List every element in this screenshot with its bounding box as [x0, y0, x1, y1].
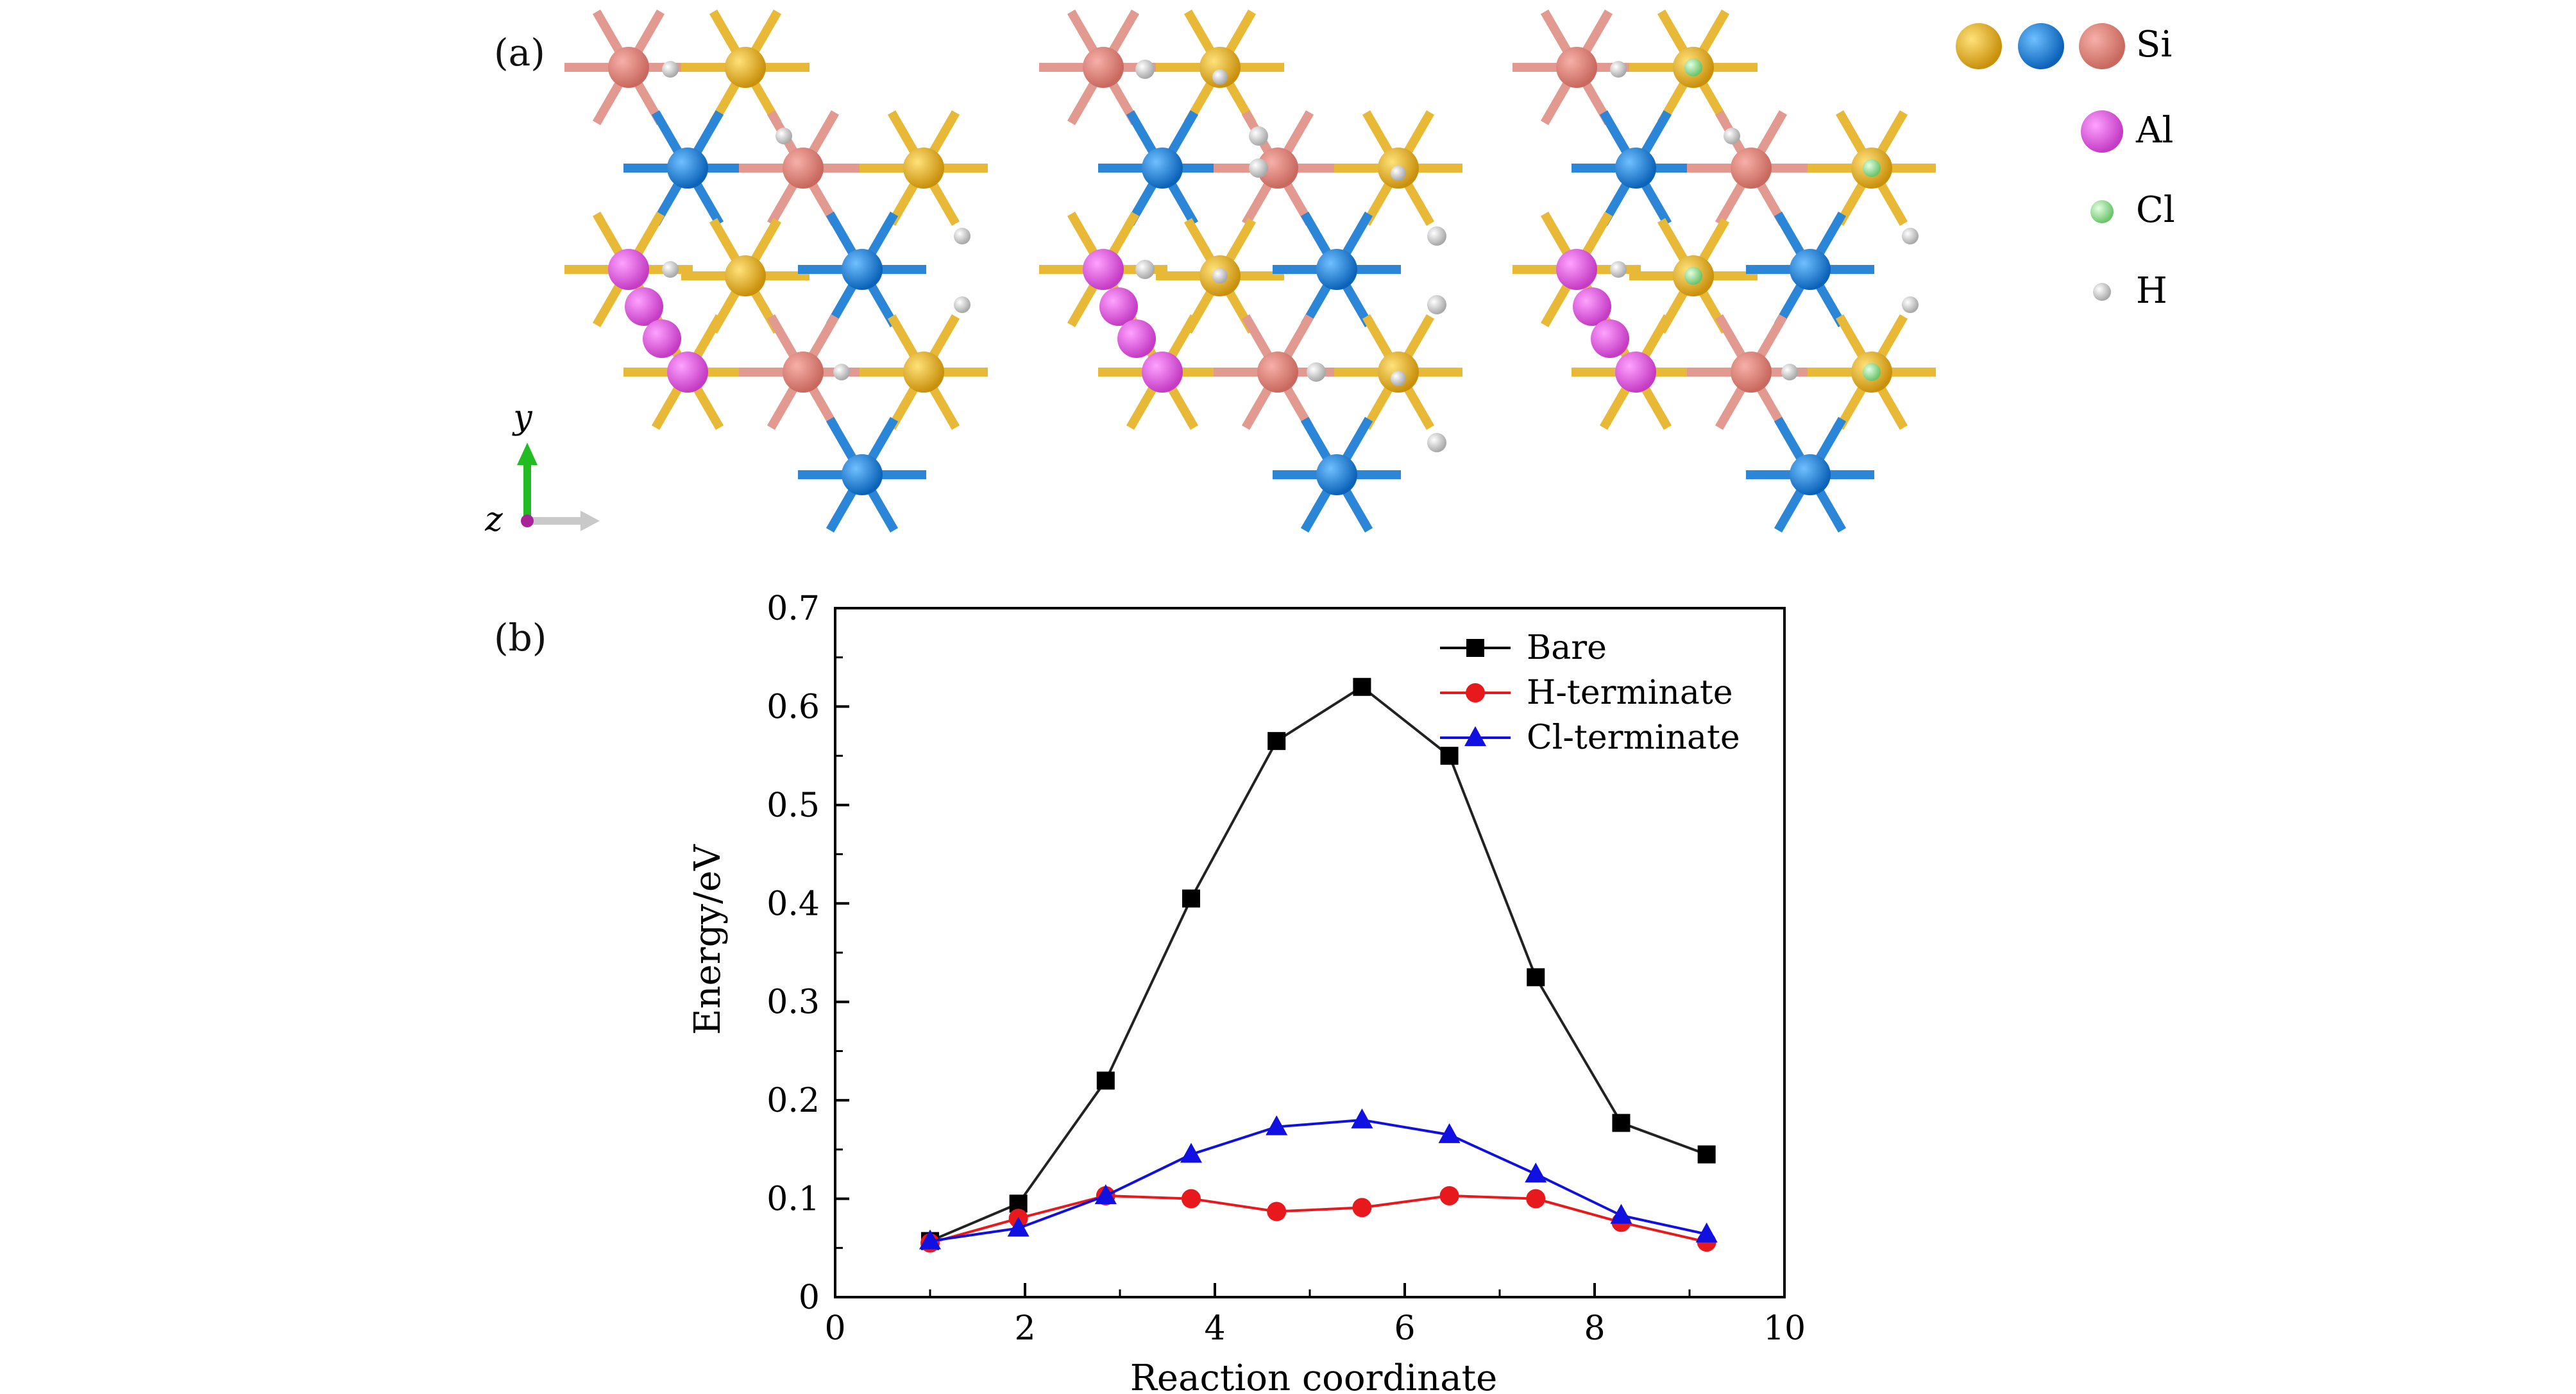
x-tick-label: 0 — [824, 1309, 845, 1348]
legend-entry-label: Cl-terminate — [1527, 718, 1740, 757]
cl-atom-icon — [2090, 200, 2114, 223]
data-point — [1526, 1189, 1546, 1209]
series-line — [929, 1118, 1707, 1243]
series-triangle — [919, 1108, 1718, 1250]
z-axis-indicator-label: z — [484, 500, 503, 539]
data-point — [1440, 747, 1459, 765]
series-line — [929, 685, 1707, 1243]
y-axis-label: Energy/eV — [687, 844, 729, 1035]
data-point — [919, 1229, 941, 1250]
y-tick-label: 0.1 — [767, 1180, 820, 1219]
data-point — [1612, 1114, 1631, 1132]
structure-snapshots — [564, 9, 1936, 533]
data-point — [1007, 1216, 1030, 1237]
y-axis-ticks: 0 0.1 0.2 0.3 0.4 0.5 0.6 0.7 — [767, 590, 849, 1317]
legend-al-label: Al — [2135, 110, 2173, 151]
data-point — [1525, 1162, 1547, 1183]
structure-snapshot — [564, 9, 988, 533]
data-point — [1094, 1184, 1117, 1204]
axes-indicator: y z — [484, 398, 600, 539]
legend-h-label: H — [2136, 270, 2167, 312]
data-point — [1695, 1222, 1718, 1243]
x-tick-label: 6 — [1394, 1309, 1415, 1348]
series-line — [929, 1194, 1707, 1245]
structure-snapshot — [1039, 9, 1462, 533]
data-point — [1267, 732, 1286, 751]
legend-marker — [1466, 683, 1485, 702]
y-tick-label: 0.4 — [767, 885, 820, 923]
data-point — [1439, 1186, 1459, 1205]
y-tick-label: 0 — [799, 1279, 820, 1317]
y-tick-label: 0.3 — [767, 983, 820, 1022]
data-point — [1180, 1143, 1202, 1163]
al-atom-icon — [2081, 110, 2123, 153]
data-point — [1267, 1202, 1287, 1221]
y-tick-label: 0.5 — [767, 786, 820, 825]
h-atom-icon — [2093, 283, 2111, 301]
data-point — [1351, 1108, 1373, 1128]
y-tick-label: 0.7 — [767, 590, 820, 628]
x-tick-label: 4 — [1204, 1309, 1225, 1348]
series-square — [921, 677, 1716, 1250]
energy-chart: 0 0.1 0.2 0.3 0.4 0.5 0.6 0.7 0 2 4 6 8 10 Energy/eV… — [687, 590, 1806, 1394]
data-point — [1352, 1198, 1372, 1218]
chart-legend: Bare H-terminate Cl-terminate — [1440, 629, 1740, 757]
data-point — [1182, 1189, 1201, 1209]
data-point — [1096, 1071, 1115, 1090]
y-tick-label: 0.2 — [767, 1082, 820, 1120]
atom-legend: Si Al Cl H — [1956, 23, 2175, 312]
data-point — [1527, 968, 1545, 987]
structure-panel: y z Si Al Cl H — [484, 9, 2175, 539]
legend-marker — [1464, 726, 1486, 746]
data-point — [1353, 677, 1371, 696]
si-gold-atom-icon — [1956, 23, 2002, 69]
legend-cl-label: Cl — [2136, 189, 2175, 231]
series-layer — [919, 677, 1718, 1253]
legend-si-label: Si — [2136, 24, 2172, 65]
si-blue-atom-icon — [2018, 23, 2064, 69]
data-point — [1182, 889, 1200, 908]
legend-entry-label: Bare — [1527, 629, 1607, 667]
x-tick-label: 8 — [1584, 1309, 1605, 1348]
x-axis-label: Reaction coordinate — [1130, 1357, 1497, 1394]
panel-b-label: (b) — [494, 616, 547, 659]
data-point — [1266, 1115, 1288, 1135]
legend-marker — [1466, 639, 1484, 657]
legend-entry-label: H-terminate — [1527, 674, 1733, 712]
y-axis-indicator-label: y — [512, 398, 532, 437]
x-tick-label: 10 — [1763, 1309, 1806, 1348]
x-tick-label: 2 — [1014, 1309, 1035, 1348]
data-point — [1697, 1145, 1716, 1164]
data-point — [1610, 1203, 1632, 1224]
x-axis-ticks: 0 2 4 6 8 10 — [824, 1283, 1806, 1348]
si-pink-atom-icon — [2079, 23, 2125, 69]
data-point — [1438, 1123, 1461, 1143]
panel-a-label: (a) — [494, 31, 545, 74]
y-tick-label: 0.6 — [767, 688, 820, 726]
structure-snapshot — [1513, 9, 1936, 533]
